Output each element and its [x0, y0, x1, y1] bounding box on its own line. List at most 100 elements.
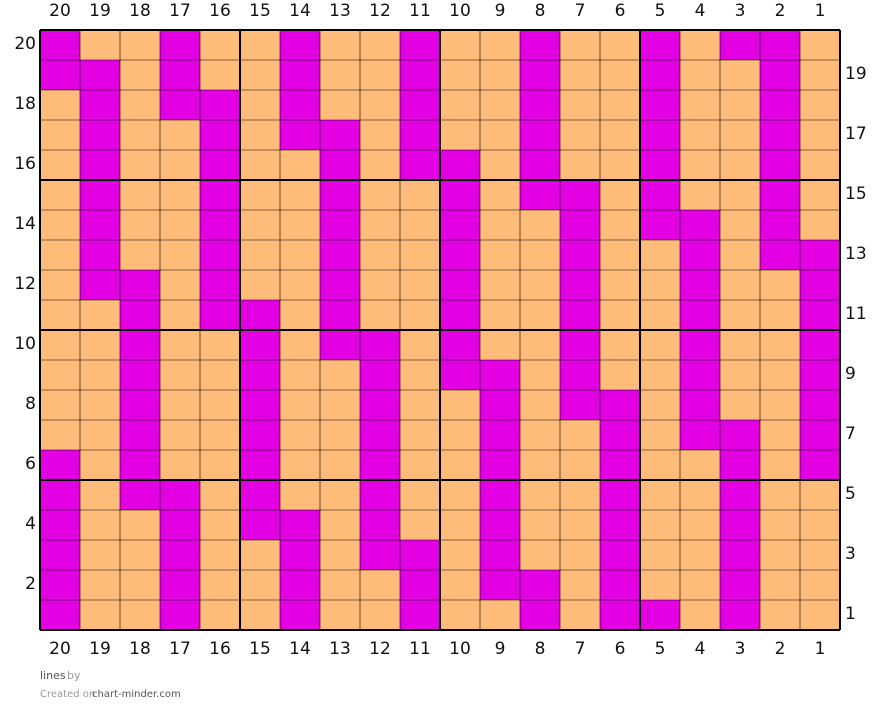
column-label: 17	[169, 639, 191, 659]
cell	[400, 510, 440, 540]
cell	[120, 570, 160, 600]
cell	[160, 600, 200, 630]
cell	[720, 330, 760, 360]
cell	[160, 570, 200, 600]
cell	[80, 180, 120, 210]
cell	[160, 510, 200, 540]
cell	[640, 90, 680, 120]
cell	[600, 150, 640, 180]
cell	[640, 450, 680, 480]
cell	[600, 180, 640, 210]
cell	[720, 60, 760, 90]
cell	[40, 300, 80, 330]
column-label: 5	[655, 639, 666, 659]
cell	[280, 120, 320, 150]
row-label: 3	[845, 544, 856, 564]
cell	[400, 90, 440, 120]
cell	[560, 390, 600, 420]
cell	[320, 90, 360, 120]
cell	[520, 450, 560, 480]
cell	[480, 420, 520, 450]
cell	[80, 30, 120, 60]
column-label: 9	[495, 639, 506, 659]
column-label: 4	[695, 1, 706, 21]
cell	[160, 480, 200, 510]
cell	[560, 240, 600, 270]
cell	[720, 420, 760, 450]
cell	[520, 480, 560, 510]
cell	[120, 300, 160, 330]
row-label: 18	[14, 94, 36, 114]
column-label: 11	[409, 639, 431, 659]
cell	[40, 600, 80, 630]
cell	[240, 30, 280, 60]
row-label: 16	[14, 154, 36, 174]
column-label: 8	[535, 1, 546, 21]
cell	[720, 240, 760, 270]
cell	[440, 420, 480, 450]
row-label: 4	[25, 514, 36, 534]
footer-title: lines	[40, 669, 66, 682]
cell	[280, 600, 320, 630]
cell	[120, 210, 160, 240]
cell	[120, 150, 160, 180]
cell	[800, 120, 840, 150]
cell	[680, 240, 720, 270]
cell	[720, 30, 760, 60]
footer-site: chart-minder.com	[92, 689, 181, 700]
cell	[520, 540, 560, 570]
cell	[720, 360, 760, 390]
cell	[400, 330, 440, 360]
cell	[600, 570, 640, 600]
cell	[360, 480, 400, 510]
cell	[520, 510, 560, 540]
cell	[240, 120, 280, 150]
cell	[480, 30, 520, 60]
column-label: 7	[575, 639, 586, 659]
cell	[640, 420, 680, 450]
cell	[40, 390, 80, 420]
cell	[720, 120, 760, 150]
cell	[40, 570, 80, 600]
cell	[280, 240, 320, 270]
cell	[280, 60, 320, 90]
column-label: 8	[535, 639, 546, 659]
cell	[240, 510, 280, 540]
column-label: 17	[169, 1, 191, 21]
cell	[760, 300, 800, 330]
cell	[160, 270, 200, 300]
cell	[720, 510, 760, 540]
column-label: 12	[369, 639, 391, 659]
cell	[360, 270, 400, 300]
cell	[200, 60, 240, 90]
cell	[280, 450, 320, 480]
column-label: 13	[329, 639, 351, 659]
cell	[280, 570, 320, 600]
cell	[160, 330, 200, 360]
cell	[80, 210, 120, 240]
cell	[160, 420, 200, 450]
cell	[120, 60, 160, 90]
cell	[560, 210, 600, 240]
cell	[760, 270, 800, 300]
row-label: 5	[845, 484, 856, 504]
cell	[560, 300, 600, 330]
column-label: 1	[815, 1, 826, 21]
cell	[40, 240, 80, 270]
cell	[560, 270, 600, 300]
cell	[280, 210, 320, 240]
column-label: 19	[89, 639, 111, 659]
cell	[200, 300, 240, 330]
column-label: 13	[329, 1, 351, 21]
cell	[280, 510, 320, 540]
cell	[280, 30, 320, 60]
cell	[640, 300, 680, 330]
cell	[720, 600, 760, 630]
cell	[400, 180, 440, 210]
cell	[680, 420, 720, 450]
cell	[800, 210, 840, 240]
column-label: 12	[369, 1, 391, 21]
cell	[560, 570, 600, 600]
cell	[720, 480, 760, 510]
cell	[720, 450, 760, 480]
